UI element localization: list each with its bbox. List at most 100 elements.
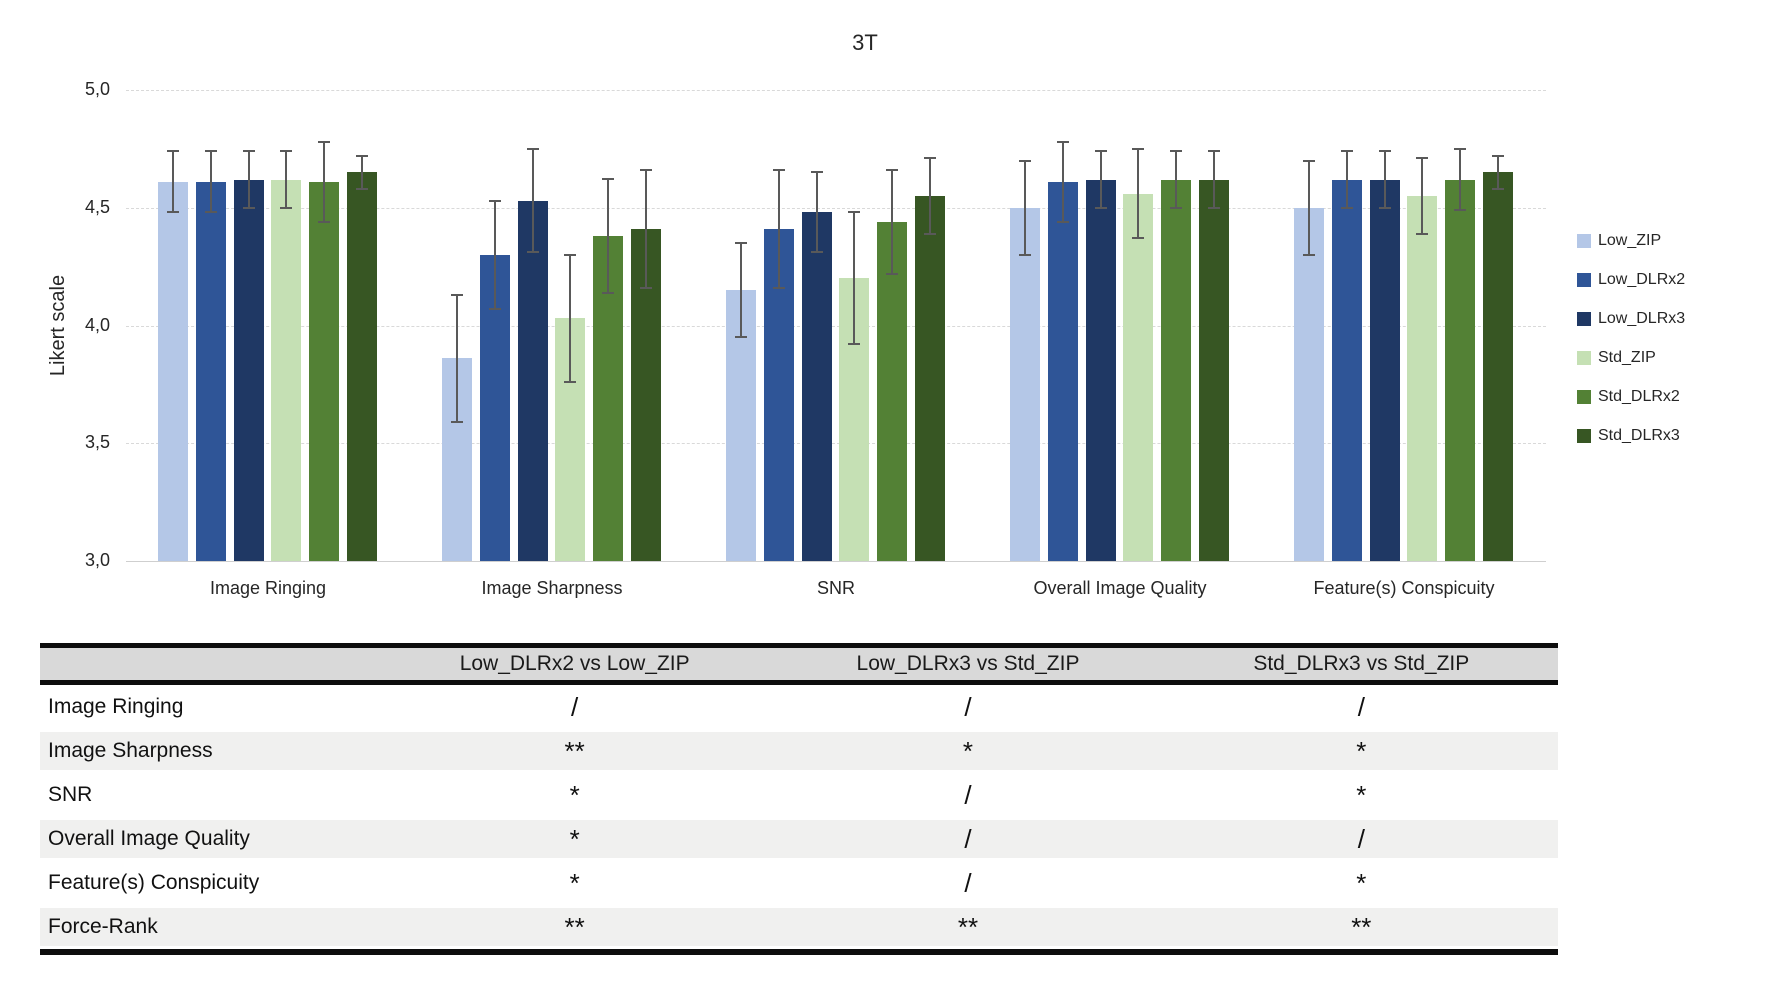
error-bar-cap: [1056, 220, 1069, 223]
error-bar-cap: [886, 169, 899, 172]
error-bar-cap: [1454, 147, 1467, 150]
bar-Std_ZIP: [1407, 195, 1438, 561]
error-bar-stem: [1308, 160, 1310, 255]
significance-value: *: [569, 780, 580, 810]
significance-value: *: [1356, 736, 1367, 766]
bar-Low_DLRx2: [1331, 179, 1362, 561]
table-row: Overall Image Quality * / /: [40, 817, 1558, 861]
error-bar-cap: [810, 251, 823, 254]
error-bar-stem: [1459, 148, 1462, 211]
legend-swatch: [1577, 233, 1591, 248]
error-bar-stem: [323, 141, 326, 222]
legend-label: Std_DLRx2: [1598, 387, 1680, 405]
bar-Low_ZIP: [1294, 207, 1324, 561]
error-bar-cap: [451, 421, 463, 424]
legend-label: Std_DLRx3: [1598, 426, 1680, 444]
legend-swatch: [1577, 389, 1591, 404]
significance-value: **: [564, 912, 585, 942]
error-bar-cap: [356, 154, 368, 157]
error-bar-cap: [564, 253, 577, 256]
error-bar-stem: [285, 151, 288, 208]
error-bar-stem: [1137, 148, 1140, 239]
bar-Std_DLRx3: [1199, 179, 1229, 561]
error-bar-cap: [848, 343, 861, 346]
error-bar-cap: [1416, 232, 1429, 235]
table-row: Image Sharpness ** * *: [40, 729, 1558, 773]
significance-table: Low_DLRx2 vs Low_ZIP Low_DLRx3 vs Std_ZIP…: [40, 643, 1558, 955]
error-bar-stem: [645, 170, 647, 288]
row-label: Feature(s) Conspicuity: [48, 871, 260, 894]
legend-swatch: [1577, 350, 1591, 365]
significance-value: /: [964, 780, 972, 810]
legend-label: Low_ZIP: [1598, 231, 1662, 249]
gridline: [126, 207, 1546, 209]
error-bar-cap: [602, 178, 615, 181]
error-bar-cap: [280, 150, 293, 153]
table-body: Image Ringing / / / Image Sharpness ** * * SNR * /…: [40, 685, 1558, 949]
bar-chart: 3T Likert scale 5,0 4,5 4,0 3,5 3,0 Image Ri…: [47, 30, 1686, 598]
significance-value: /: [964, 692, 972, 722]
error-bar-cap: [356, 187, 368, 190]
error-bar-cap: [167, 211, 179, 214]
column-header: Std_DLRx3 vs Std_ZIP: [1253, 652, 1470, 675]
error-bar-stem: [361, 155, 363, 189]
significance-value: /: [1357, 692, 1365, 722]
error-bar-cap: [1208, 206, 1220, 209]
bar-Low_DLRx3: [517, 200, 548, 561]
significance-value: **: [957, 912, 979, 942]
error-bar-cap: [1094, 206, 1107, 209]
bar-Std_DLRx3: [1483, 172, 1513, 561]
plot-area: [126, 90, 1546, 562]
error-bar-cap: [204, 211, 217, 214]
error-bar-cap: [1416, 157, 1429, 160]
gridline: [126, 90, 1546, 91]
error-bar-cap: [810, 171, 823, 174]
bar-Low_DLRx3: [801, 212, 832, 561]
bar-Std_DLRx2: [877, 221, 908, 561]
error-bar-cap: [1208, 150, 1220, 153]
significance-value: /: [571, 692, 579, 722]
error-bar-cap: [318, 220, 331, 223]
bar-Low_DLRx2: [195, 181, 226, 561]
error-bar-cap: [924, 157, 936, 160]
significance-value: **: [564, 736, 585, 766]
legend-item: Std_DLRx2: [1577, 387, 1685, 405]
legend-swatch: [1577, 272, 1591, 287]
error-bar-cap: [242, 150, 255, 153]
gridline: [126, 443, 1546, 445]
error-bar-stem: [891, 170, 894, 274]
error-bar-cap: [1132, 147, 1145, 150]
error-bar-cap: [1492, 154, 1504, 157]
error-bar-stem: [1175, 151, 1178, 208]
legend-label: Std_ZIP: [1598, 348, 1656, 366]
chart-title: 3T: [852, 30, 878, 55]
legend-item: Std_ZIP: [1577, 348, 1685, 366]
error-bar-cap: [1340, 206, 1353, 209]
row-label: Overall Image Quality: [48, 827, 250, 850]
error-bar-stem: [777, 170, 780, 288]
error-bar-cap: [488, 308, 501, 310]
legend-swatch: [1577, 428, 1591, 443]
bar-Std_DLRx2: [309, 181, 340, 561]
column-header: Low_DLRx2 vs Low_ZIP: [459, 652, 690, 675]
bar-Low_DLRx3: [1369, 179, 1400, 561]
legend-label: Low_DLRx2: [1598, 270, 1686, 288]
error-bar-cap: [1303, 253, 1315, 256]
error-bar-cap: [640, 169, 652, 172]
error-bar-cap: [640, 286, 652, 289]
error-bar-cap: [1378, 206, 1391, 209]
significance-value: *: [962, 736, 974, 766]
significance-value: *: [569, 824, 580, 854]
significance-value: /: [964, 868, 972, 898]
bar-Low_DLRx3: [1085, 179, 1116, 561]
error-bar-cap: [1303, 159, 1315, 162]
error-bar-cap: [204, 150, 217, 153]
error-bar-cap: [772, 286, 785, 289]
significance-value: /: [964, 824, 972, 854]
legend-item: Std_DLRx3: [1577, 426, 1685, 444]
error-bar-cap: [1340, 150, 1353, 153]
category-label: Image Ringing: [209, 578, 327, 598]
error-bar-cap: [772, 169, 785, 172]
error-bar-stem: [607, 179, 610, 293]
